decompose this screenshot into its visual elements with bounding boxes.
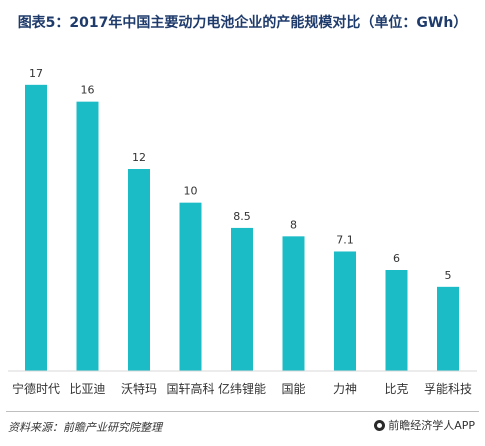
category-label: 国轩高科: [166, 381, 214, 396]
value-label: 6: [393, 252, 400, 265]
value-label: 16: [81, 84, 95, 97]
category-label: 沃特玛: [121, 381, 157, 396]
category-label: 孚能科技: [424, 382, 472, 396]
chart-title: 图表5：2017年中国主要动力电池企业的产能规模对比（单位：GWh）: [17, 15, 468, 31]
value-label: 5: [445, 269, 452, 282]
bars-group: [25, 84, 459, 372]
category-labels-group: 宁德时代 比亚迪 沃特玛 国轩高科 亿纬锂能 国能 力神 比克 孚能科技: [12, 381, 472, 396]
brand-text: 前瞻经济学人APP: [388, 419, 475, 432]
bar: [76, 101, 99, 372]
category-label: 宁德时代: [12, 381, 60, 396]
bar: [231, 227, 253, 371]
value-label: 10: [184, 185, 198, 198]
value-label: 17: [29, 67, 43, 80]
bar: [179, 202, 202, 371]
bar: [385, 270, 408, 371]
value-label: 7.1: [336, 233, 354, 246]
category-label: 亿纬锂能: [218, 381, 266, 396]
value-label: 12: [132, 151, 146, 164]
brand-logo: 前瞻经济学人APP: [374, 417, 475, 433]
bar: [334, 251, 356, 371]
category-label: 比亚迪: [69, 382, 105, 396]
bar-chart: 17 16 12 10 8.5 8 7.1 6 5 宁德时代 比亚迪 沃特玛 国轩高科 亿纬锂能 国能 力神…: [8, 67, 477, 396]
value-labels-group: 17 16 12 10 8.5 8 7.1 6 5: [29, 67, 452, 282]
bar: [128, 169, 150, 371]
value-label: 8: [290, 218, 297, 231]
bar: [282, 236, 305, 371]
category-label: 力神: [333, 382, 357, 396]
value-label: 8.5: [233, 210, 251, 223]
bar: [25, 84, 47, 371]
source-text: 资料来源：前瞻产业研究院整理: [8, 421, 162, 434]
category-label: 国能: [281, 382, 305, 396]
footer-divider: [6, 411, 479, 412]
bar: [437, 286, 459, 371]
brand-icon: [374, 419, 386, 431]
category-label: 比克: [384, 382, 408, 396]
